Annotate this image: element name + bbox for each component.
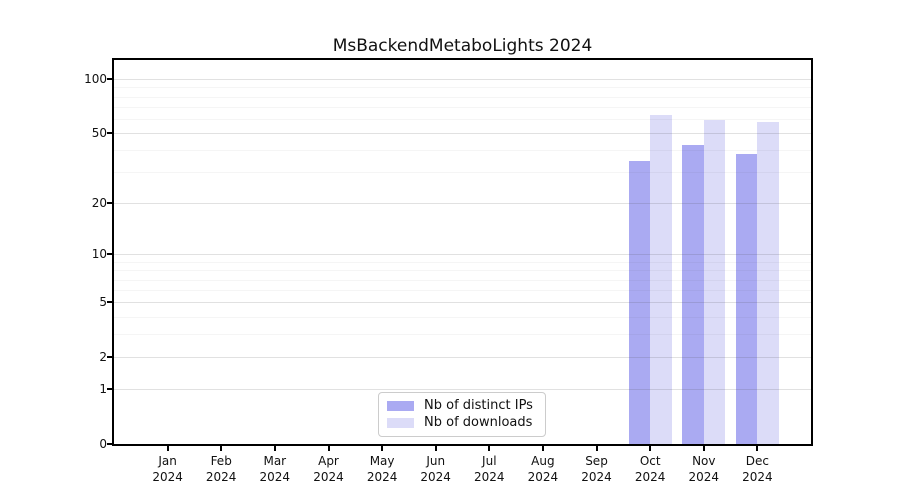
y-gridline-5	[114, 302, 811, 304]
y-tick-label-0: 0	[99, 437, 107, 451]
y-tick-mark-1	[107, 388, 112, 391]
x-tick-mark-may	[381, 446, 384, 451]
bar-oct-distinct-ips	[628, 160, 651, 444]
x-tick-label-oct: Oct 2024	[634, 454, 666, 484]
y-gridline-minor-30	[114, 172, 811, 174]
x-tick-mark-dec	[756, 446, 759, 451]
y-gridline-10	[114, 254, 811, 256]
y-tick-label-5: 5	[99, 295, 107, 310]
y-tick-label-50: 50	[91, 126, 107, 141]
y-gridline-minor-9	[114, 261, 811, 263]
axis-spine-right	[811, 58, 813, 446]
x-tick-label-feb: Feb 2024	[205, 454, 237, 484]
x-tick-label-aug: Aug 2024	[527, 454, 559, 484]
legend-item-label: Nb of downloads	[424, 415, 533, 430]
x-tick-label-dec: Dec 2024	[742, 454, 773, 484]
bar-dec-downloads	[757, 121, 779, 444]
legend-item: Nb of distinct IPs	[385, 397, 539, 414]
y-tick-mark-10	[107, 253, 112, 256]
bar-dec-distinct-ips	[735, 154, 758, 444]
x-tick-mark-sep	[595, 446, 598, 451]
plot-area	[114, 60, 811, 444]
y-gridline-minor-40	[114, 150, 811, 152]
y-gridline-minor-70	[114, 106, 811, 108]
y-gridline-2	[114, 357, 811, 359]
bar-nov-downloads	[703, 120, 726, 444]
y-tick-label-100: 100	[84, 72, 107, 86]
legend-swatch-icon	[387, 417, 414, 428]
x-tick-label-apr: Apr 2024	[313, 454, 344, 484]
y-gridline-minor-3	[114, 334, 811, 336]
x-tick-mark-jun	[434, 446, 437, 451]
x-tick-label-jul: Jul 2024	[474, 454, 505, 484]
y-gridline-minor-7	[114, 279, 811, 281]
x-tick-label-sep: Sep 2024	[581, 454, 612, 484]
bar-oct-downloads	[650, 115, 672, 444]
x-tick-label-may: May 2024	[366, 454, 398, 484]
y-gridline-minor-60	[114, 118, 811, 120]
x-tick-mark-apr	[327, 446, 330, 451]
chart-title: MsBackendMetaboLights 2024	[332, 36, 593, 56]
y-tick-label-10: 10	[91, 247, 107, 262]
y-gridline-minor-4	[114, 316, 811, 318]
y-tick-mark-50	[107, 132, 112, 135]
y-gridline-20	[114, 203, 811, 205]
y-tick-label-1: 1	[99, 382, 107, 397]
x-tick-mark-aug	[541, 446, 544, 451]
y-tick-label-2: 2	[99, 350, 107, 365]
legend: Nb of distinct IPs Nb of downloads	[378, 392, 546, 437]
x-tick-mark-feb	[220, 446, 223, 451]
y-tick-mark-20	[107, 202, 112, 205]
y-tick-mark-0	[107, 443, 112, 445]
y-tick-label-20: 20	[91, 196, 107, 211]
axis-spine-bottom	[112, 444, 813, 446]
x-tick-mark-oct	[649, 446, 652, 451]
x-tick-label-jun: Jun 2024	[420, 454, 451, 484]
y-gridline-minor-90	[114, 87, 811, 89]
x-tick-mark-nov	[702, 446, 705, 451]
axis-spine-top	[112, 58, 813, 60]
x-tick-mark-jul	[488, 446, 491, 451]
x-tick-label-jan: Jan 2024	[152, 454, 183, 484]
y-gridline-1	[114, 389, 811, 391]
x-tick-label-mar: Mar 2024	[259, 454, 291, 484]
legend-item-label: Nb of distinct IPs	[424, 398, 533, 413]
x-tick-mark-jan	[166, 446, 169, 451]
y-gridline-minor-8	[114, 270, 811, 272]
y-tick-mark-2	[107, 356, 112, 359]
y-gridline-50	[114, 133, 811, 135]
y-tick-mark-5	[107, 301, 112, 304]
axis-spine-left	[112, 58, 114, 446]
legend-item: Nb of downloads	[385, 414, 539, 431]
x-tick-mark-mar	[273, 446, 276, 451]
legend-swatch-icon	[387, 400, 414, 411]
y-gridline-minor-80	[114, 96, 811, 98]
x-tick-label-nov: Nov 2024	[688, 454, 720, 484]
y-gridline-100	[114, 79, 811, 80]
bar-nov-distinct-ips	[682, 144, 704, 444]
y-gridline-minor-6	[114, 290, 811, 292]
y-tick-mark-100	[107, 78, 112, 80]
